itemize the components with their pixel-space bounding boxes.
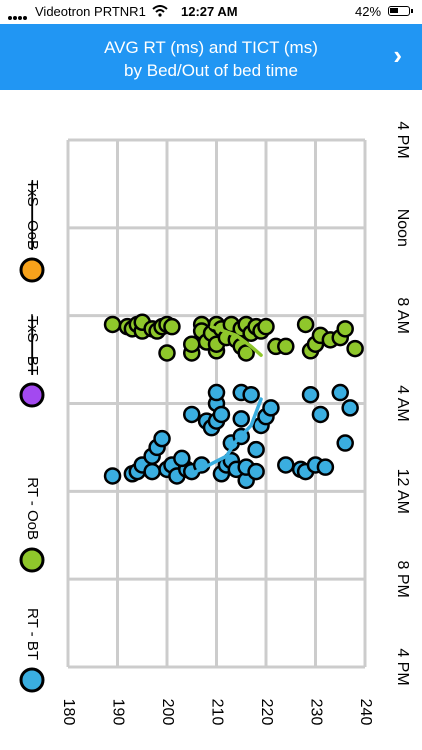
legend-label: RT - OoB: [24, 477, 41, 540]
scatter-point: [247, 440, 265, 459]
scatter-point: [277, 456, 295, 474]
legend-marker: [19, 257, 45, 283]
scatter-point: [207, 383, 226, 402]
trend-line: [209, 324, 263, 357]
status-bar: Videotron PRTNR1 12:27 AM 42%: [0, 0, 422, 24]
scatter-point: [163, 317, 181, 336]
scatter-point: [183, 405, 201, 424]
clock: 12:27 AM: [181, 4, 238, 19]
page-title: AVG RT (ms) and TICT (ms): [104, 38, 318, 57]
scatter-point: [257, 317, 275, 336]
scatter-point: [331, 383, 349, 402]
scatter-point: [173, 449, 191, 468]
value-axis-tick-label: 220: [258, 699, 275, 726]
trend-line: [190, 397, 263, 476]
scatter-point: [247, 462, 265, 481]
scatter-point: [158, 344, 176, 362]
scatter-point: [153, 429, 171, 448]
time-axis-tick-label: 4 PM: [394, 121, 411, 158]
legend-label: RT - BT: [24, 608, 41, 660]
scatter-point: [341, 399, 359, 417]
page-subtitle: by Bed/Out of bed time: [124, 61, 298, 80]
scatter-point: [212, 405, 231, 424]
scatter-point: [311, 405, 330, 424]
battery-icon: [388, 6, 413, 16]
value-axis-tick-label: 200: [159, 699, 176, 726]
scatter-point: [143, 462, 161, 481]
scatter-point: [262, 399, 280, 417]
chevron-right-icon[interactable]: ›: [393, 40, 402, 70]
scatter-point: [237, 344, 255, 362]
scatter-point: [232, 410, 250, 428]
battery-percentage: 42%: [355, 4, 382, 19]
legend-marker: [19, 667, 45, 693]
value-axis-tick-label: 210: [208, 699, 225, 726]
legend-marker: [19, 547, 45, 573]
time-axis-tick-label: 4 AM: [394, 385, 411, 421]
value-axis-tick-label: 240: [357, 699, 374, 726]
time-axis-tick-label: 12 AM: [394, 469, 411, 514]
legend-marker: [19, 382, 45, 408]
scatter-point: [103, 315, 122, 334]
time-axis-tick-label: 8 AM: [394, 297, 411, 333]
time-axis-tick-label: 8 PM: [394, 560, 411, 597]
value-axis-tick-label: 180: [60, 699, 77, 726]
scatter-chart: 180 190 200 210 220 230 240 4 PM 8 PM 12 AM 4 AM 8 …: [19, 121, 411, 726]
scatter-point: [336, 434, 354, 452]
wifi-icon: [152, 5, 168, 20]
carrier-label: Videotron PRTNR1: [35, 4, 146, 19]
value-axis-tick-label: 190: [109, 699, 126, 726]
time-axis-tick-label: Noon: [394, 209, 411, 247]
scatter-point: [183, 335, 201, 353]
scatter-point: [103, 467, 122, 485]
scatter-point: [336, 320, 354, 338]
scatter-point: [346, 339, 364, 358]
header-bar: AVG RT (ms) and TICT (ms) by Bed/Out of …: [0, 24, 422, 90]
scatter-point: [316, 458, 335, 476]
scatter-point: [301, 385, 320, 404]
scatter-point: [277, 337, 295, 356]
signal-strength-icon: [8, 8, 28, 23]
scatter-point: [296, 315, 315, 334]
scatter-point: [242, 385, 260, 404]
value-axis-tick-label: 230: [307, 699, 324, 726]
time-axis-tick-label: 4 PM: [394, 648, 411, 685]
